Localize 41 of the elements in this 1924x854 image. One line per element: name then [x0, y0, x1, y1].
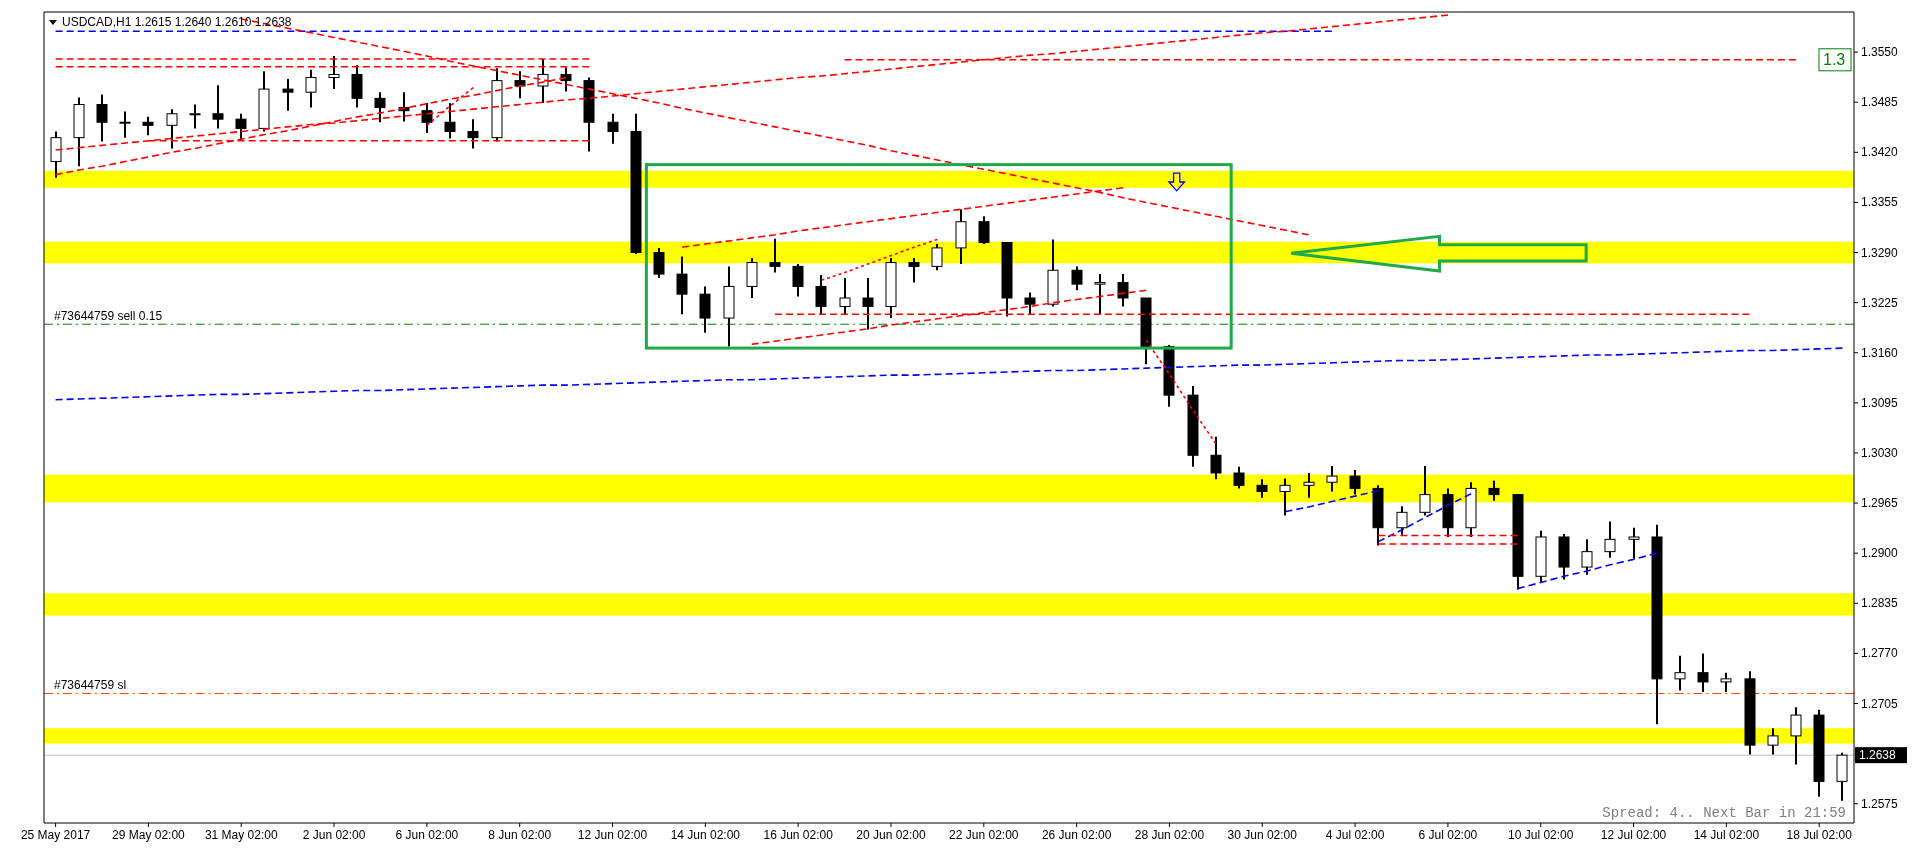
y-tick-label: 1.3290 — [1861, 245, 1899, 260]
y-tick-label: 1.3095 — [1861, 395, 1899, 410]
x-tick-label: 29 May 02:00 — [112, 828, 186, 842]
x-tick-label: 6 Jul 02:00 — [1418, 828, 1478, 842]
ref-line-label: #73644759 sell 0.15 — [54, 309, 163, 324]
ref-line-label: 1.2638 — [1859, 748, 1897, 763]
x-tick-label: 30 Jun 02:00 — [1227, 828, 1298, 842]
x-tick-label: 18 Jul 02:00 — [1786, 828, 1853, 842]
y-tick-label: 1.3355 — [1861, 195, 1899, 210]
y-tick-label: 1.2575 — [1861, 796, 1899, 811]
x-tick-label: 10 Jul 02:00 — [1508, 828, 1574, 842]
x-tick-label: 28 Jun 02:00 — [1134, 828, 1205, 842]
y-tick-label: 1.3225 — [1861, 295, 1899, 310]
x-tick-label: 31 May 02:00 — [204, 828, 278, 842]
ref-line-label: #73644759 sl — [54, 678, 127, 693]
x-tick-label: 12 Jul 02:00 — [1600, 828, 1667, 842]
y-tick-label: 1.2705 — [1861, 696, 1899, 711]
y-tick-label: 1.2835 — [1861, 596, 1899, 611]
y-tick-label: 1.2770 — [1861, 646, 1899, 661]
x-tick-label: 20 Jun 02:00 — [856, 828, 926, 842]
x-tick-label: 12 Jun 02:00 — [577, 828, 648, 842]
y-tick-label: 1.3485 — [1861, 95, 1899, 110]
x-tick-label: 14 Jun 02:00 — [670, 828, 741, 842]
x-tick-label: 6 Jun 02:00 — [395, 828, 459, 842]
x-tick-label: 4 Jul 02:00 — [1325, 828, 1385, 842]
x-tick-label: 22 Jun 02:00 — [949, 828, 1019, 842]
x-tick-label: 14 Jul 02:00 — [1693, 828, 1760, 842]
x-tick-label: 26 Jun 02:00 — [1041, 828, 1112, 842]
y-tick-label: 1.3550 — [1861, 45, 1899, 60]
annotation: 1.3 — [1823, 51, 1846, 69]
y-tick-label: 1.3160 — [1861, 345, 1899, 360]
y-tick-label: 1.3030 — [1861, 445, 1899, 460]
y-tick-label: 1.2965 — [1861, 496, 1899, 511]
y-tick-label: 1.2900 — [1861, 546, 1899, 561]
x-tick-label: 16 Jun 02:00 — [763, 828, 834, 842]
annotation: Spread: 4.. Next Bar in 21:59 — [1602, 805, 1846, 821]
x-tick-label: 25 May 2017 — [20, 828, 91, 842]
y-tick-label: 1.3420 — [1861, 145, 1899, 160]
x-tick-label: 2 Jun 02:00 — [302, 828, 366, 842]
chart-title: USDCAD,H1 1.2615 1.2640 1.2610 1.2638 — [62, 15, 292, 29]
x-tick-label: 8 Jun 02:00 — [488, 828, 552, 842]
